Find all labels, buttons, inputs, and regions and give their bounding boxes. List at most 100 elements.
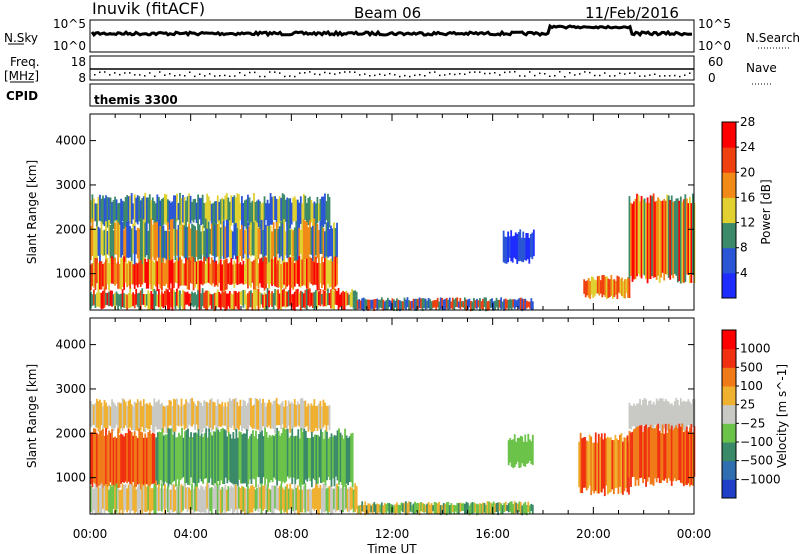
nave-dot bbox=[199, 73, 201, 76]
range-gate-cell bbox=[225, 258, 228, 290]
range-gate-cell bbox=[205, 428, 208, 479]
range-gate-cell bbox=[120, 198, 122, 226]
nave-dot bbox=[479, 71, 481, 73]
range-gate-cell bbox=[373, 299, 376, 312]
range-gate-cell bbox=[127, 196, 130, 221]
range-gate-cell bbox=[230, 229, 233, 267]
range-gate-cell bbox=[421, 298, 424, 312]
range-gate-cell bbox=[510, 230, 513, 262]
range-gate-cell bbox=[147, 404, 150, 430]
range-gate-cell bbox=[206, 258, 209, 283]
range-gate-cell bbox=[601, 275, 604, 298]
range-gate-cell bbox=[180, 259, 183, 286]
colorbar-tick-label: 24 bbox=[740, 140, 755, 154]
nave-dot bbox=[194, 75, 196, 78]
range-gate-cell bbox=[307, 438, 310, 478]
range-gate-cell bbox=[237, 406, 240, 431]
range-gate-cell bbox=[189, 293, 192, 305]
range-gate-cell bbox=[271, 291, 273, 307]
range-gate-cell bbox=[430, 503, 433, 514]
range-gate-cell bbox=[221, 197, 224, 226]
range-gate-cell bbox=[192, 293, 195, 308]
range-tick-label: 4000 bbox=[55, 338, 86, 352]
range-gate-cell bbox=[106, 406, 109, 430]
date-title: 11/Feb/2016 bbox=[585, 4, 679, 22]
range-gate-cell bbox=[318, 487, 320, 515]
range-gate-cell bbox=[318, 291, 320, 306]
range-gate-cell bbox=[337, 486, 340, 510]
range-gate-cell bbox=[450, 301, 453, 309]
range-gate-cell bbox=[242, 202, 245, 226]
range-gate-cell bbox=[117, 261, 119, 289]
range-gate-cell bbox=[470, 301, 472, 312]
range-gate-cell bbox=[129, 399, 132, 428]
range-gate-cell bbox=[173, 263, 175, 288]
range-gate-cell bbox=[320, 429, 322, 484]
nave-dot bbox=[149, 72, 151, 74]
range-gate-cell bbox=[515, 502, 518, 513]
range-gate-cell bbox=[224, 430, 227, 478]
nave-dot bbox=[529, 71, 531, 73]
range-gate-cell bbox=[314, 406, 317, 428]
range-gate-cell bbox=[594, 432, 597, 491]
range-gate-cell bbox=[286, 406, 289, 430]
range-gate-cell bbox=[579, 432, 582, 494]
range-gate-cell bbox=[163, 230, 166, 259]
nsky-strip: N.Sky 10^5 10^0 10^5 10^0 N.Search bbox=[4, 17, 800, 53]
range-gate-cell bbox=[319, 220, 322, 254]
range-gate-cell bbox=[198, 197, 201, 220]
range-gate-cell bbox=[280, 288, 283, 310]
nave-dot bbox=[499, 74, 501, 76]
range-gate-cell bbox=[265, 431, 268, 479]
range-gate-cell bbox=[236, 256, 239, 286]
range-gate-cell bbox=[253, 289, 255, 309]
nave-dot bbox=[184, 75, 186, 77]
range-gate-cell bbox=[263, 402, 266, 429]
range-gate-cell bbox=[289, 403, 292, 433]
range-gate-cell bbox=[222, 259, 225, 292]
range-gate-cell bbox=[260, 257, 263, 288]
range-gate-cell bbox=[165, 259, 168, 284]
range-gate-cell bbox=[115, 199, 118, 227]
range-gate-cell bbox=[171, 405, 174, 433]
range-gate-cell bbox=[374, 504, 377, 514]
range-gate-cell bbox=[285, 429, 288, 482]
range-gate-cell bbox=[685, 401, 688, 429]
range-gate-cell bbox=[156, 294, 159, 307]
nave-dot bbox=[539, 72, 541, 75]
range-gate-cell bbox=[408, 300, 410, 311]
range-gate-cell bbox=[298, 292, 301, 305]
range-gate-cell bbox=[186, 401, 189, 430]
range-gate-cell bbox=[314, 483, 317, 509]
range-gate-cell bbox=[417, 298, 419, 309]
range-gate-cell bbox=[316, 262, 319, 291]
range-gate-cell bbox=[194, 403, 196, 430]
range-gate-cell bbox=[690, 424, 693, 485]
range-tick-label: 4000 bbox=[55, 134, 86, 148]
range-gate-cell bbox=[616, 275, 619, 300]
range-gate-cell bbox=[393, 299, 395, 311]
range-gate-cell bbox=[681, 201, 684, 283]
range-gate-cell bbox=[121, 257, 124, 288]
range-gate-cell bbox=[405, 299, 407, 310]
nave-dot bbox=[179, 74, 181, 76]
range-gate-cell bbox=[114, 292, 116, 310]
range-gate-cell bbox=[299, 290, 302, 311]
range-gate-cell bbox=[595, 280, 598, 294]
range-gate-cell bbox=[212, 260, 215, 284]
range-gate-cell bbox=[495, 297, 498, 308]
range-gate-cell bbox=[257, 263, 260, 289]
range-gate-cell bbox=[586, 280, 589, 296]
range-gate-cell bbox=[177, 224, 180, 262]
range-gate-cell bbox=[304, 195, 307, 220]
range-gate-cell bbox=[307, 489, 310, 512]
range-gate-cell bbox=[672, 201, 675, 279]
range-gate-cell bbox=[136, 263, 139, 288]
range-gate-cell bbox=[465, 299, 468, 311]
range-gate-cell bbox=[316, 291, 319, 309]
range-gate-cell bbox=[280, 403, 283, 430]
range-gate-cell bbox=[242, 260, 245, 285]
range-gate-cell bbox=[292, 436, 295, 478]
range-gate-cell bbox=[109, 197, 112, 224]
range-gate-cell bbox=[227, 197, 230, 223]
